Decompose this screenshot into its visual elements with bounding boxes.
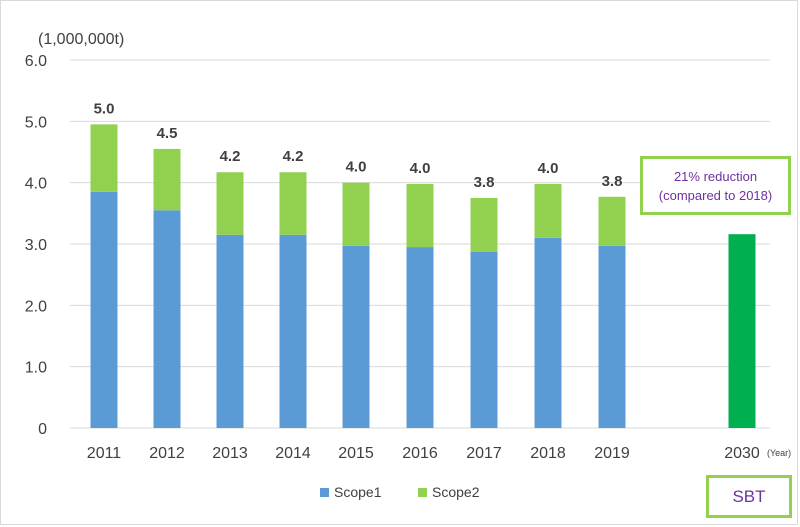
x-tick-label: 2012 bbox=[149, 445, 185, 462]
y-tick-label: 1.0 bbox=[25, 360, 47, 377]
bar-total-label: 4.0 bbox=[410, 160, 431, 177]
bar-scope1 bbox=[406, 247, 434, 428]
legend-swatch bbox=[320, 488, 329, 497]
bar-scope1 bbox=[342, 245, 370, 428]
x-unit-label: (Year) bbox=[767, 448, 791, 458]
sbt-badge: SBT bbox=[706, 475, 792, 518]
x-axis-ticks: 2011 2012 2013 2014 2015 2016 2017 2018 2019 2030 bbox=[87, 445, 760, 462]
bar-scope1 bbox=[90, 191, 118, 428]
legend-swatch bbox=[418, 488, 427, 497]
y-tick-label: 5.0 bbox=[25, 114, 47, 131]
bar-totals: 5.0 4.5 4.2 4.2 4.0 4.0 3.8 4.0 3.8 bbox=[94, 100, 623, 191]
x-tick-label: 2015 bbox=[338, 445, 374, 462]
bar-target-2030 bbox=[728, 234, 756, 428]
bar-scope2 bbox=[216, 172, 244, 235]
bar-scope2 bbox=[279, 172, 307, 235]
annotation-line-1: 21% reduction bbox=[673, 168, 758, 184]
bar-total-label: 4.2 bbox=[283, 148, 304, 165]
legend-label: Scope1 bbox=[334, 484, 382, 500]
bar-scope2 bbox=[534, 183, 562, 238]
bar-scope1 bbox=[598, 245, 626, 428]
x-tick-label: 2030 bbox=[724, 445, 760, 462]
y-axis-ticks: 6.0 5.0 4.0 3.0 2.0 1.0 0 bbox=[25, 53, 47, 438]
y-unit-label: (1,000,000t) bbox=[38, 31, 124, 48]
bar-total-label: 3.8 bbox=[474, 174, 495, 191]
bar-total-label: 5.0 bbox=[94, 100, 115, 117]
annotation-line-2: (compared to 2018) bbox=[658, 187, 773, 203]
bar-scope2 bbox=[342, 182, 370, 246]
bar-scope1 bbox=[534, 237, 562, 428]
reduction-annotation: 21% reduction (compared to 2018) bbox=[640, 156, 791, 215]
bar-total-label: 3.8 bbox=[602, 173, 623, 190]
sbt-badge-label: SBT bbox=[732, 486, 766, 506]
bar-total-label: 4.0 bbox=[346, 159, 367, 176]
y-tick-label: 2.0 bbox=[25, 298, 47, 315]
y-tick-label: 6.0 bbox=[25, 53, 47, 70]
x-tick-label: 2018 bbox=[530, 445, 566, 462]
x-tick-label: 2014 bbox=[275, 445, 311, 462]
y-tick-label: 0 bbox=[38, 421, 47, 438]
x-tick-label: 2017 bbox=[466, 445, 502, 462]
bar-scope2 bbox=[90, 124, 118, 192]
bar-scope2 bbox=[153, 148, 181, 211]
bar-scope1 bbox=[279, 234, 307, 428]
bar-scope1 bbox=[216, 234, 244, 428]
bar-scope2 bbox=[598, 196, 626, 246]
legend-label: Scope2 bbox=[432, 484, 480, 500]
legend: Scope1 Scope2 bbox=[320, 484, 480, 500]
bar-scope1 bbox=[153, 210, 181, 428]
x-tick-label: 2016 bbox=[402, 445, 438, 462]
bar-scope2 bbox=[406, 183, 434, 248]
bars bbox=[90, 124, 756, 428]
bar-scope1 bbox=[470, 251, 498, 428]
bar-total-label: 4.5 bbox=[157, 125, 178, 142]
x-tick-label: 2011 bbox=[87, 445, 122, 462]
y-tick-label: 4.0 bbox=[25, 176, 47, 193]
y-tick-label: 3.0 bbox=[25, 237, 47, 254]
bar-total-label: 4.2 bbox=[220, 148, 241, 165]
bar-total-label: 4.0 bbox=[538, 160, 559, 177]
bar-scope2 bbox=[470, 198, 498, 252]
x-tick-label: 2013 bbox=[212, 445, 248, 462]
x-tick-label: 2019 bbox=[594, 445, 630, 462]
